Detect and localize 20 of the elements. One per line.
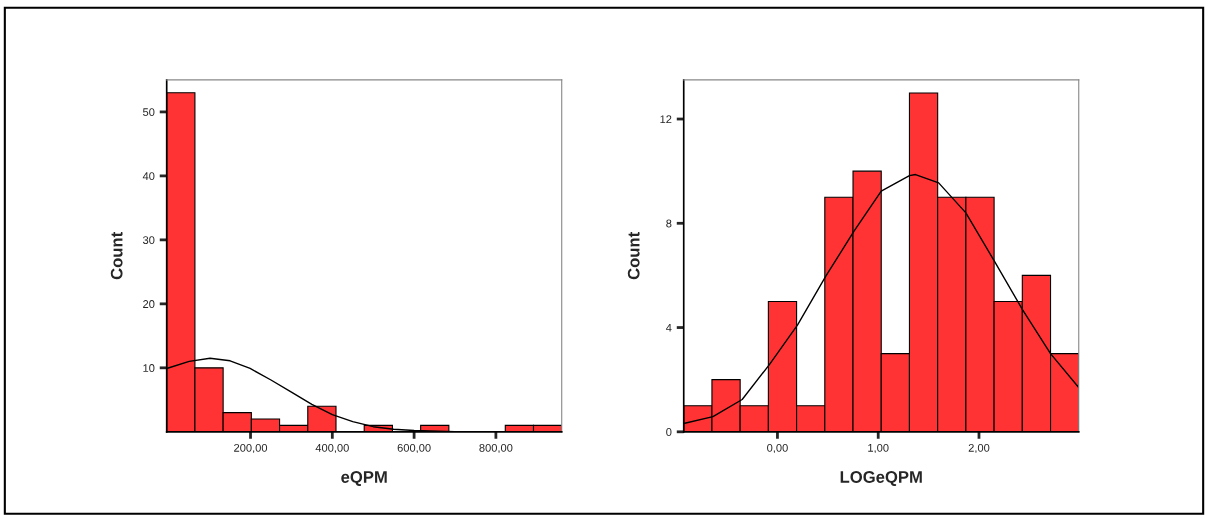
x-tick-label: 0,00 bbox=[767, 443, 788, 454]
y-tick-label: 40 bbox=[142, 172, 155, 181]
x-tick-label: 600,00 bbox=[397, 443, 431, 454]
y-tick-label: 12 bbox=[660, 115, 672, 124]
x-axis-title: LOGeQPM bbox=[840, 471, 922, 486]
x-tick-label: 200,00 bbox=[234, 443, 268, 454]
y-tick-label: 10 bbox=[143, 364, 155, 372]
y-axis-title: Count bbox=[627, 232, 640, 280]
x-axis-title: eQPM bbox=[341, 471, 387, 486]
y-tick-label: 30 bbox=[142, 236, 155, 245]
y-tick-label: 20 bbox=[143, 300, 155, 308]
x-tick-label: 2,00 bbox=[968, 443, 990, 454]
y-tick-label: 8 bbox=[666, 219, 672, 228]
y-tick-label: 4 bbox=[666, 323, 672, 332]
y-tick-label: 0 bbox=[666, 428, 672, 436]
y-axis-title: Count bbox=[110, 232, 123, 280]
x-tick-label: 800,00 bbox=[479, 443, 513, 454]
x-tick-label: 400,00 bbox=[315, 443, 349, 454]
y-tick-label: 50 bbox=[142, 108, 155, 117]
x-tick-label: 1,00 bbox=[868, 443, 889, 454]
